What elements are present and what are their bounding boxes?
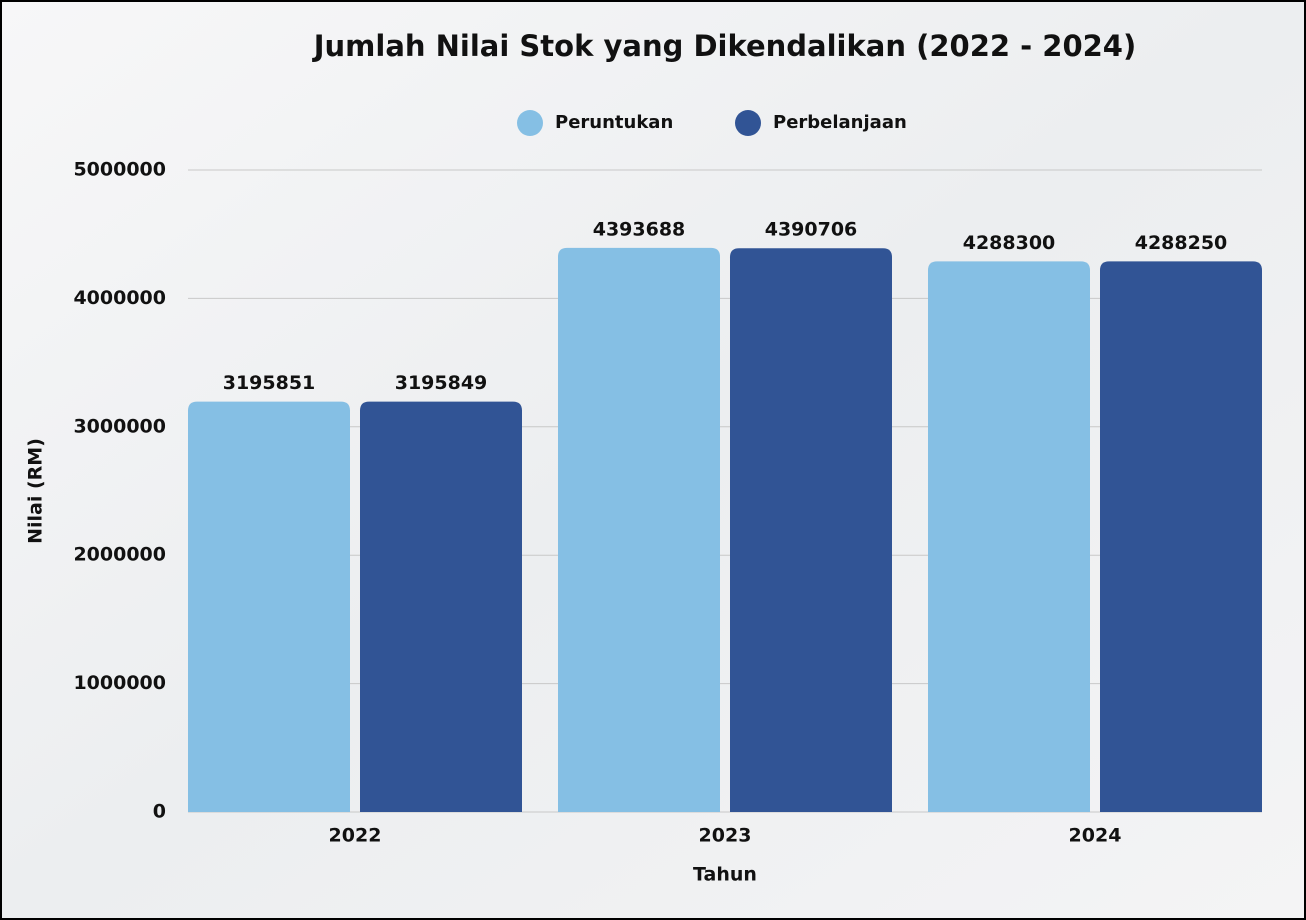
- y-tick-label: 2000000: [73, 544, 166, 566]
- data-label: 3195849: [395, 372, 488, 394]
- y-tick-label: 4000000: [73, 287, 166, 309]
- chart-title: Jumlah Nilai Stok yang Dikendalikan (202…: [312, 29, 1137, 63]
- y-tick-label: 5000000: [73, 159, 166, 181]
- legend-label: Perbelanjaan: [773, 112, 907, 133]
- data-label: 3195851: [223, 372, 316, 394]
- x-tick-label: 2023: [699, 825, 752, 847]
- data-label: 4390706: [765, 219, 858, 241]
- x-tick-label: 2022: [329, 825, 382, 847]
- bar: [360, 402, 522, 812]
- data-label: 4393688: [593, 218, 686, 240]
- legend-label: Peruntukan: [555, 112, 673, 133]
- data-label: 4288250: [1135, 232, 1228, 254]
- legend-swatch: [517, 110, 543, 136]
- y-tick-label: 3000000: [73, 415, 166, 437]
- bar: [1100, 261, 1262, 812]
- legend-swatch: [735, 110, 761, 136]
- x-axis-label: Tahun: [693, 864, 757, 886]
- bar: [928, 261, 1090, 812]
- bar: [558, 248, 720, 812]
- chart: Jumlah Nilai Stok yang Dikendalikan (202…: [0, 0, 1306, 920]
- bar: [730, 248, 892, 812]
- bar: [188, 402, 350, 812]
- x-tick-label: 2024: [1069, 825, 1122, 847]
- y-tick-label: 1000000: [73, 672, 166, 694]
- y-axis-label: Nilai (RM): [25, 438, 47, 544]
- data-label: 4288300: [963, 232, 1056, 254]
- y-tick-label: 0: [153, 801, 166, 823]
